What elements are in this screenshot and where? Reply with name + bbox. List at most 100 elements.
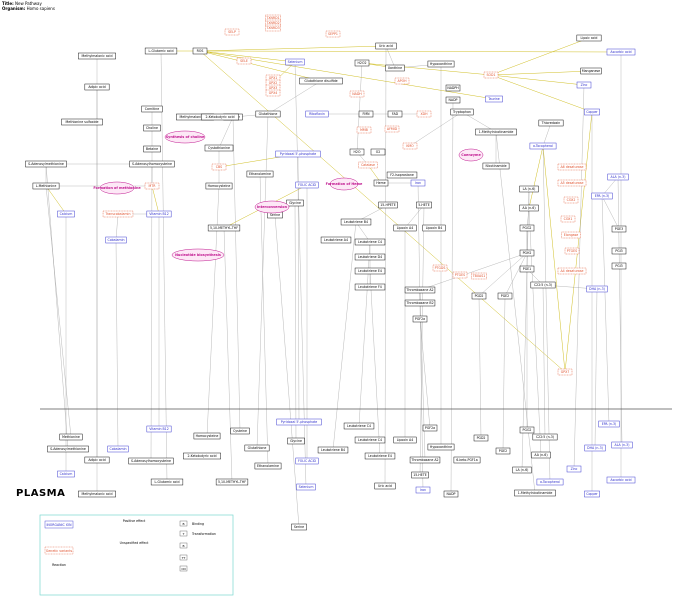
node-uric[interactable]: Uric acid	[375, 42, 397, 50]
node-p_keto[interactable]: 2-Ketobutyric acid	[183, 452, 221, 460]
node-ascorbic[interactable]: Ascorbic acid	[606, 48, 636, 56]
node-p_mnicot[interactable]: 1-Methylnicotinamide	[514, 489, 556, 497]
node-choline[interactable]: Choline	[143, 124, 161, 132]
node-msulf[interactable]: Methionine sulfoxide	[61, 118, 103, 126]
node-pgh2[interactable]: PGH2	[519, 249, 535, 257]
node-p_lipoxin[interactable]: Lipoxin A4	[393, 436, 417, 444]
node-p_cysteine[interactable]: Cysteine	[230, 427, 250, 435]
node-ltc4[interactable]: Leukotriene C4	[354, 238, 386, 246]
node-cystathionine[interactable]: Cystathionine	[204, 144, 234, 152]
node-lmeth[interactable]: L-Methionine	[32, 182, 60, 190]
node-oxidases[interactable]: 2-Ketobutyric acid	[201, 113, 239, 121]
node-p_ltc[interactable]: Leukotriene C4	[343, 422, 375, 430]
node-homocys[interactable]: Homocysteine	[205, 182, 233, 190]
node-p_zinc[interactable]: Zinc	[566, 465, 582, 473]
node-pyr[interactable]: F2-Isoprostane	[386, 171, 418, 179]
node-p_calcium[interactable]: Calcium	[57, 470, 75, 478]
node-lipoic[interactable]: Lipoic acid	[576, 34, 602, 42]
node-pgg2[interactable]: PGG2	[519, 224, 535, 232]
node-pgf[interactable]: PGF2a	[412, 315, 428, 323]
node-p_serine[interactable]: Serine	[291, 523, 307, 531]
node-ltf4[interactable]: Leukotriene F4	[354, 283, 386, 291]
node-p_pge2[interactable]: PGE2	[495, 447, 511, 455]
node-p_dha[interactable]: DHA (n-3)	[584, 444, 606, 452]
node-p_ala[interactable]: ALA (n-3)	[611, 441, 633, 449]
node-nadp[interactable]: NADP	[445, 96, 461, 104]
node-p_glutathione[interactable]: Glutathione	[244, 444, 270, 452]
node-d4d[interactable]: Δ4 desaturase	[557, 267, 587, 275]
node-txnrd2[interactable]: TXNRD2	[265, 19, 281, 27]
node-p_ltd[interactable]: Leukotriene C4	[354, 436, 386, 444]
node-lipoxinb[interactable]: Lipoxin B4	[422, 224, 446, 232]
node-afmid[interactable]: AFMID	[384, 125, 400, 133]
node-fad[interactable]: FAD	[387, 110, 403, 118]
node-methf[interactable]: 5,10-METHYL-THF	[207, 224, 241, 232]
node-nadh[interactable]: NADH	[349, 90, 365, 98]
node-vb12[interactable]: Vitamin B12	[146, 210, 172, 218]
node-p_meth[interactable]: Methionine	[59, 433, 83, 441]
node-cc[interactable]: C22:5 (n-3)	[530, 281, 556, 289]
node-adipic[interactable]: Adipic acid	[84, 83, 110, 91]
node-hpete[interactable]: 15-HPETE	[378, 201, 398, 209]
node-pge3[interactable]: PGE3	[611, 225, 627, 233]
pathway-0[interactable]: Synthesis of choline	[164, 130, 206, 144]
node-p_c22[interactable]: C22:5 (n-3)	[532, 433, 558, 441]
node-tbx[interactable]: Thromboxane B2	[404, 299, 436, 307]
node-glycine[interactable]: Glycine	[286, 199, 304, 207]
node-dpa[interactable]: DHA (n-3)	[586, 285, 608, 293]
node-sec1[interactable]: SELP	[224, 28, 240, 36]
node-aa[interactable]: AA (n-6)	[519, 204, 539, 212]
node-nadph[interactable]: NADPH	[445, 84, 461, 92]
node-ros[interactable]: ROS	[192, 47, 208, 55]
node-p_sel[interactable]: Selenium	[296, 483, 316, 491]
node-p_toco[interactable]: a-Tocopherol	[536, 478, 564, 486]
node-lipoxin[interactable]: Lipoxin A4	[393, 224, 417, 232]
node-manganese[interactable]: Manganese	[580, 67, 602, 75]
node-ptges2[interactable]: PTGES	[564, 247, 580, 255]
node-p_6keto[interactable]: 6-keto-PGF1a	[453, 456, 481, 464]
node-ptges[interactable]: PTGES	[452, 271, 468, 279]
node-p_ethanol[interactable]: Ethanolamine	[254, 462, 282, 470]
node-carnitine[interactable]: Carnitine	[141, 105, 163, 113]
node-p_glutamic[interactable]: L-Glutamic acid	[150, 478, 184, 486]
node-folic[interactable]: FOLIC ACID	[295, 181, 319, 189]
node-p_uric[interactable]: Uric acid	[374, 482, 396, 490]
node-mtr[interactable]: MTR	[144, 182, 160, 190]
node-p_la[interactable]: LA (n-6)	[512, 466, 532, 474]
node-lta4[interactable]: Leukotriene A4	[320, 236, 352, 244]
node-tbxa[interactable]: Thromboxane A2	[404, 286, 436, 294]
node-o2[interactable]: O2	[370, 148, 386, 156]
node-pyridox[interactable]: Pyridoxal 5'-phosphate	[275, 150, 321, 158]
node-p_ascorbic[interactable]: Ascorbic acid	[606, 476, 636, 484]
node-glutathione[interactable]: Glutathione	[255, 110, 281, 118]
node-tocopherol[interactable]: a-Tocopherol	[529, 142, 557, 150]
node-d5d[interactable]: Δ6 desaturase	[557, 163, 587, 171]
pathway-3[interactable]: Formation of Heme	[326, 177, 363, 191]
node-nadh2[interactable]: MMB	[356, 126, 372, 134]
node-p_homocys[interactable]: Homocysteine	[193, 432, 221, 440]
node-p_nadp[interactable]: NADP	[443, 490, 459, 498]
node-p_copper[interactable]: Copper	[584, 490, 600, 498]
node-cobalamin[interactable]: Cobalamin	[105, 236, 127, 244]
node-riboflavin[interactable]: Riboflavin	[305, 110, 329, 118]
node-p_pgg2[interactable]: PGG2	[519, 426, 535, 434]
node-gpx7[interactable]: GPX7	[557, 368, 573, 376]
node-p_methf[interactable]: 5,10-METHYL-THF	[215, 478, 249, 486]
node-cox1[interactable]: COX1	[560, 215, 576, 223]
node-pgi3[interactable]: PGI3	[611, 247, 627, 255]
node-xanthine[interactable]: Xanthine	[385, 64, 405, 72]
node-copper[interactable]: Copper	[584, 108, 600, 116]
node-h2o[interactable]: H2O	[349, 148, 365, 156]
node-mnicot[interactable]: 1-Methylnicotinamide	[475, 128, 517, 136]
node-pge2[interactable]: PGE2	[497, 292, 513, 300]
node-p_sam[interactable]: S-Adenosylmethionine	[47, 445, 89, 453]
node-p_glycine[interactable]: Glycine	[287, 437, 305, 445]
node-h2o2[interactable]: H2O2	[354, 59, 370, 67]
node-sod1[interactable]: SOD1	[483, 71, 499, 79]
node-kmo[interactable]: KMO	[402, 142, 418, 150]
node-p_ltb[interactable]: Leukotriene B4	[317, 446, 349, 454]
node-txnrd3[interactable]: TXNRD3	[265, 24, 281, 32]
node-p_aa[interactable]: AA (n-6)	[531, 451, 551, 459]
node-p_thrombox[interactable]: Thromboxane A2	[409, 456, 441, 464]
node-gpx2[interactable]: GPX2	[265, 79, 281, 87]
